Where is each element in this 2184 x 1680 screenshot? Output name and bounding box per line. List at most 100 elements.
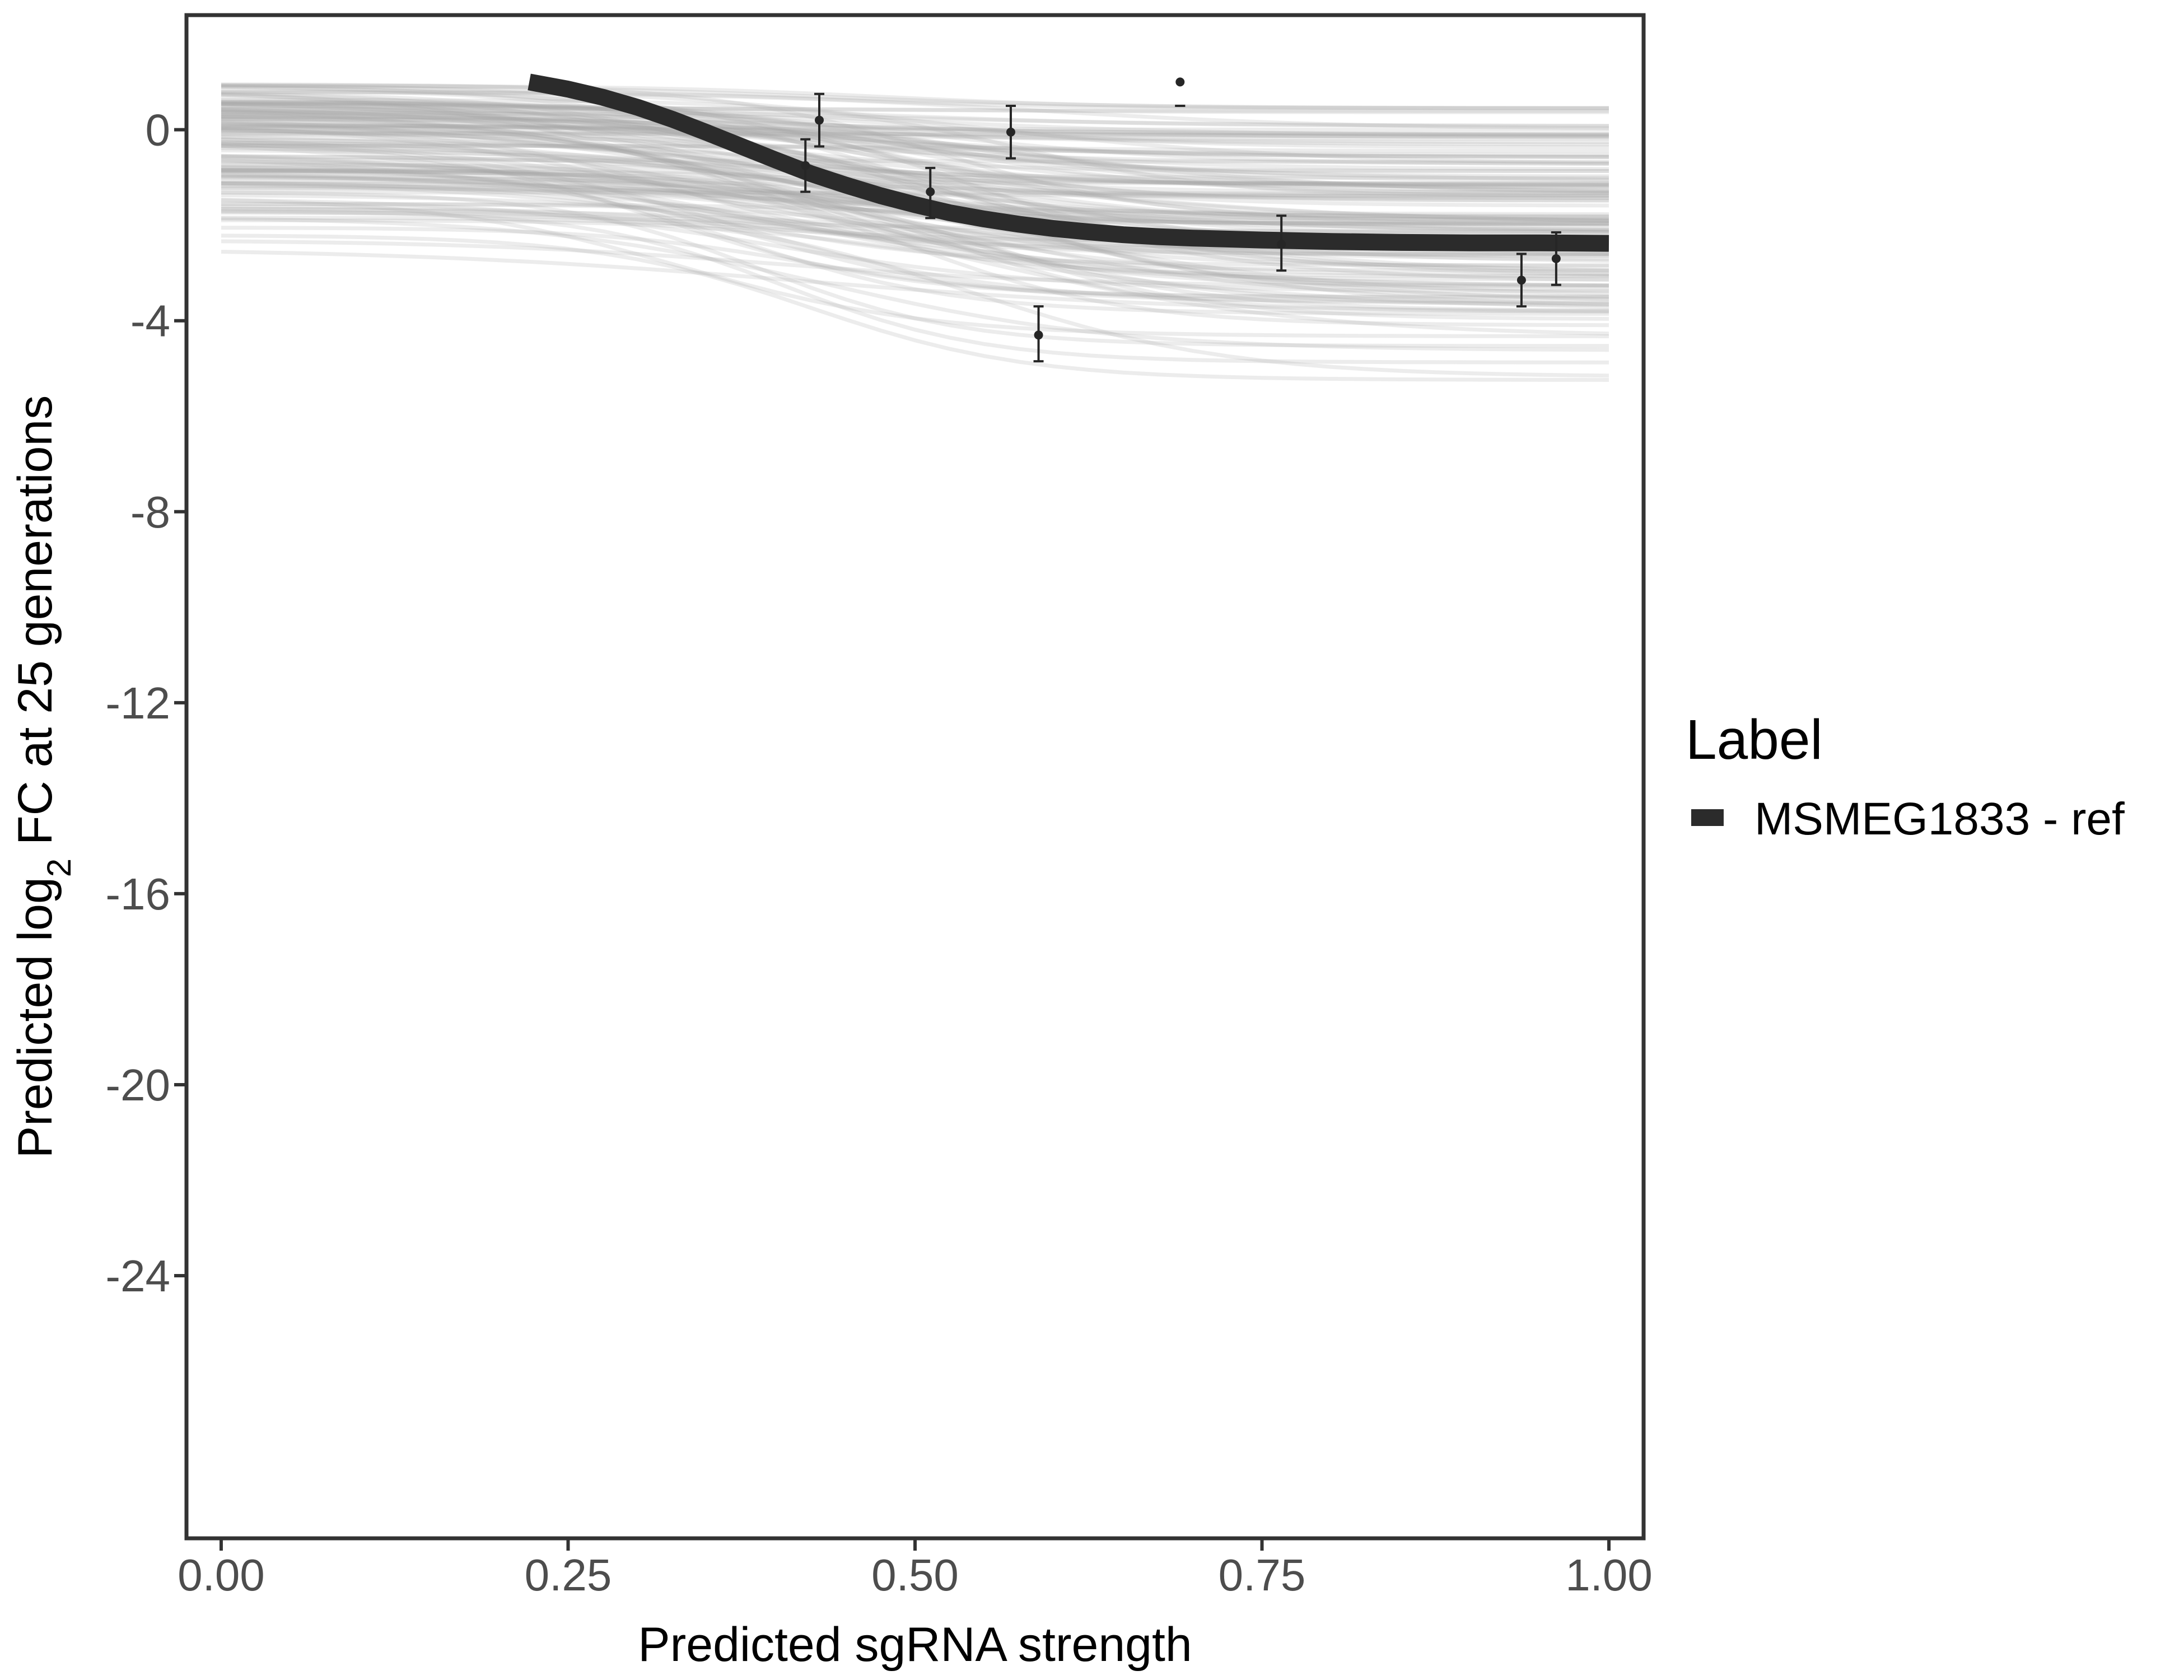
posterior-draw-line bbox=[221, 198, 1609, 338]
posterior-draw-line bbox=[221, 143, 1609, 157]
posterior-draw-line bbox=[221, 142, 1609, 306]
data-point-marker bbox=[801, 161, 810, 170]
posterior-draw-line bbox=[221, 204, 1609, 288]
posterior-draw-line bbox=[221, 190, 1609, 348]
posterior-draw-line bbox=[221, 174, 1609, 268]
posterior-draw-line bbox=[221, 111, 1609, 150]
posterior-draw-line bbox=[221, 239, 1609, 288]
posterior-draw-line bbox=[221, 207, 1609, 378]
posterior-draw-line bbox=[221, 100, 1609, 187]
posterior-draw-line bbox=[221, 186, 1609, 198]
data-point-marker bbox=[1516, 276, 1526, 285]
posterior-draw-line bbox=[221, 92, 1609, 198]
posterior-draw-line bbox=[221, 101, 1609, 128]
posterior-draw-line bbox=[221, 83, 1609, 110]
posterior-draw-line bbox=[221, 181, 1609, 257]
data-point bbox=[1276, 214, 1287, 272]
posterior-draw-line bbox=[221, 142, 1609, 300]
posterior-draw-line bbox=[221, 90, 1609, 130]
data-point-marker bbox=[1551, 254, 1561, 263]
posterior-draw-line bbox=[221, 83, 1609, 165]
posterior-draw-line bbox=[221, 170, 1609, 186]
posterior-draw-line bbox=[221, 137, 1609, 273]
posterior-draw-line bbox=[221, 120, 1609, 292]
posterior-draw-line bbox=[221, 211, 1609, 256]
x-tick-label: 0.50 bbox=[871, 1550, 959, 1600]
posterior-draw-line bbox=[221, 114, 1609, 140]
data-point-marker bbox=[1006, 127, 1015, 137]
posterior-draw-line bbox=[221, 106, 1609, 114]
posterior-draw-line bbox=[221, 127, 1609, 189]
posterior-draw-line bbox=[221, 162, 1609, 313]
posterior-draw-line bbox=[221, 128, 1609, 223]
posterior-draw-line bbox=[221, 181, 1609, 268]
posterior-draw-line bbox=[221, 117, 1609, 190]
data-point bbox=[1551, 231, 1561, 286]
data-points-group bbox=[800, 77, 1561, 363]
posterior-draw-line bbox=[221, 129, 1609, 138]
data-point bbox=[925, 166, 936, 220]
fitted-curve-line bbox=[528, 73, 1609, 252]
posterior-draw-line bbox=[221, 98, 1609, 198]
posterior-draw-line bbox=[221, 110, 1609, 256]
posterior-draw-line bbox=[221, 209, 1609, 234]
posterior-draw-line bbox=[221, 226, 1609, 299]
data-point bbox=[800, 138, 811, 193]
posterior-draw-line bbox=[221, 158, 1609, 309]
posterior-draw-line bbox=[221, 91, 1609, 173]
posterior-draw-line bbox=[221, 165, 1609, 185]
posterior-draw-line bbox=[221, 90, 1609, 110]
y-tick-label: 0 bbox=[146, 105, 171, 155]
posterior-draw-line bbox=[221, 100, 1609, 186]
data-point bbox=[1033, 305, 1044, 363]
posterior-draw-line bbox=[221, 168, 1609, 328]
x-tick-label: 0.25 bbox=[525, 1550, 612, 1600]
posterior-draw-line bbox=[221, 124, 1609, 182]
y-tick-label: -24 bbox=[105, 1251, 170, 1301]
data-point bbox=[1516, 253, 1527, 308]
data-point-marker bbox=[1034, 330, 1043, 340]
posterior-draw-line bbox=[221, 169, 1609, 236]
posterior-draw-line bbox=[221, 121, 1609, 188]
posterior-draw-line bbox=[221, 132, 1609, 223]
legend-title: Label bbox=[1686, 708, 1823, 771]
posterior-draw-line bbox=[221, 208, 1609, 365]
posterior-draw-line bbox=[221, 131, 1609, 141]
posterior-draw-line bbox=[221, 158, 1609, 164]
posterior-draw-line bbox=[221, 202, 1609, 298]
plot-panel-border bbox=[184, 13, 1646, 1541]
x-tick-label: 0.00 bbox=[178, 1550, 265, 1600]
y-axis-title-subscript: 2 bbox=[40, 858, 78, 877]
posterior-draw-line bbox=[221, 165, 1609, 316]
posterior-draw-line bbox=[221, 101, 1609, 182]
posterior-draw-line bbox=[221, 115, 1609, 203]
posterior-draw-line bbox=[221, 101, 1609, 138]
posterior-draw-line bbox=[221, 234, 1609, 382]
posterior-draw-line bbox=[221, 116, 1609, 273]
posterior-draw-line bbox=[221, 83, 1609, 110]
y-axis: 0 -4 -8 -12 -16 -20 -24 bbox=[105, 105, 185, 1301]
posterior-draw-line bbox=[221, 174, 1609, 304]
posterior-draw-line bbox=[221, 125, 1609, 282]
posterior-draw-line bbox=[221, 175, 1609, 200]
y-tick-label: -4 bbox=[130, 296, 170, 346]
data-point bbox=[814, 92, 825, 148]
x-tick-label: 0.75 bbox=[1219, 1550, 1306, 1600]
posterior-draw-line bbox=[221, 125, 1609, 137]
posterior-draw-line bbox=[221, 144, 1609, 234]
data-point-marker bbox=[815, 115, 824, 125]
posterior-draw-line bbox=[221, 82, 1609, 222]
posterior-draw-line bbox=[221, 167, 1609, 313]
posterior-draw-line bbox=[221, 190, 1609, 196]
y-tick-label: -12 bbox=[105, 678, 170, 728]
y-tick-label: -20 bbox=[105, 1060, 170, 1110]
posterior-draw-line bbox=[221, 112, 1609, 159]
x-axis: 0.00 0.25 0.50 0.75 1.00 bbox=[178, 1540, 1653, 1600]
posterior-draw-line bbox=[221, 108, 1609, 147]
posterior-draw-line bbox=[221, 122, 1609, 193]
posterior-draw-line bbox=[221, 182, 1609, 321]
posterior-draw-line bbox=[221, 121, 1609, 166]
posterior-draw-line bbox=[221, 181, 1609, 336]
posterior-draw-line bbox=[221, 116, 1609, 173]
